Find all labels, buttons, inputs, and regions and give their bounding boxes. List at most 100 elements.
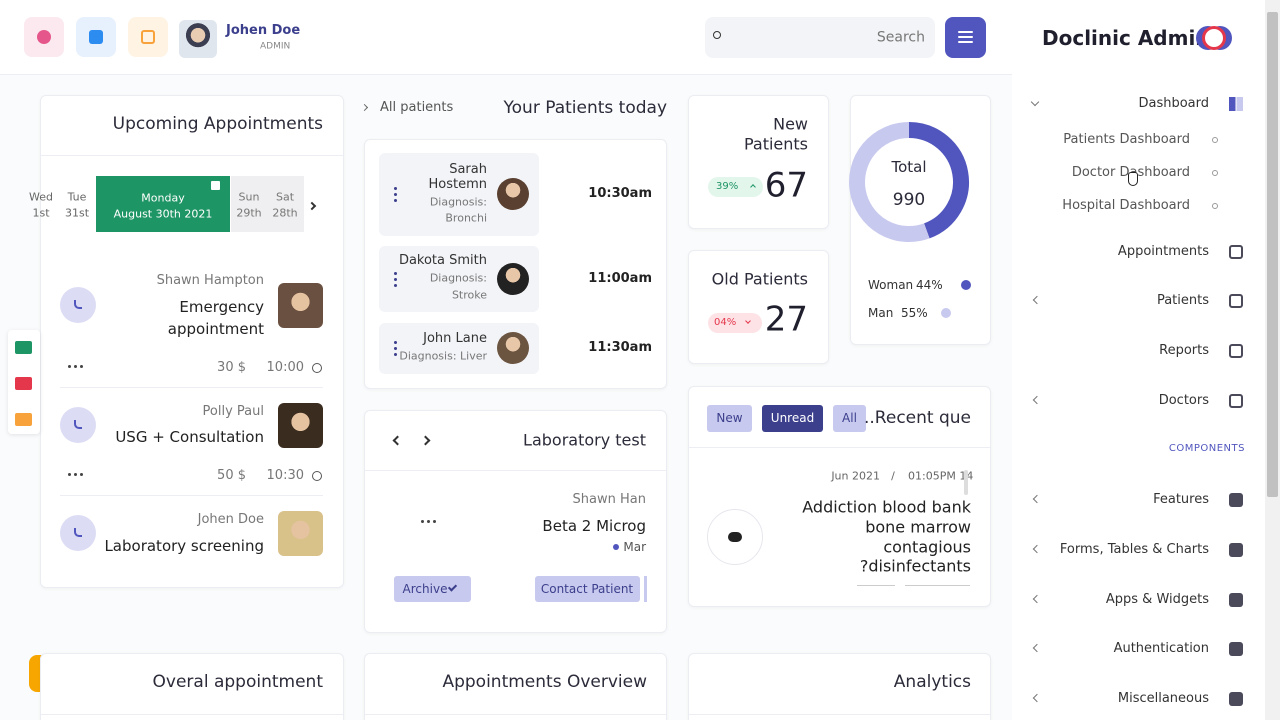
avatar xyxy=(497,263,529,295)
more-dot[interactable] xyxy=(393,192,397,196)
divider xyxy=(41,155,343,156)
tool-icon[interactable] xyxy=(15,413,32,426)
menu-item[interactable]: Reports xyxy=(1159,343,1209,359)
call-button[interactable] xyxy=(60,287,96,323)
search-box[interactable] xyxy=(705,17,935,58)
menu-icon xyxy=(1229,394,1243,408)
tab-label[interactable]: All xyxy=(842,410,857,425)
call-button[interactable] xyxy=(60,515,96,551)
more-dot[interactable] xyxy=(393,352,397,356)
active-date[interactable] xyxy=(96,176,230,232)
stat-title: Old Patients xyxy=(711,269,808,289)
date-day[interactable]: Sat xyxy=(275,190,295,204)
filter-tab[interactable] xyxy=(762,405,823,432)
donut-label: Total xyxy=(891,158,927,176)
submenu-item[interactable]: Patients Dashboard xyxy=(1063,132,1190,148)
more-dot[interactable] xyxy=(79,472,83,476)
submenu-item[interactable]: Hospital Dashboard xyxy=(1062,198,1190,214)
tool-icon[interactable] xyxy=(15,341,32,354)
menu-icon xyxy=(1229,543,1243,557)
button-label[interactable]: Contact Patient xyxy=(540,581,634,596)
appointment-time: 10:30am xyxy=(588,186,652,202)
menu-item[interactable]: Forms, Tables & Charts xyxy=(1059,542,1209,558)
appointment-time: 11:00am xyxy=(588,271,652,287)
diagnosis: Stroke xyxy=(451,288,487,302)
more-dot[interactable] xyxy=(79,364,83,368)
date-day[interactable]: Tue xyxy=(67,190,87,204)
filter-tab[interactable] xyxy=(707,405,752,432)
date-day[interactable]: Wed xyxy=(29,190,53,204)
scrollbar-thumb xyxy=(1267,12,1278,497)
contact-button[interactable] xyxy=(535,576,640,602)
date-number[interactable]: 31st xyxy=(64,206,90,220)
icon xyxy=(958,41,973,43)
search-icon xyxy=(713,31,721,39)
underline xyxy=(905,585,970,586)
appointment-time: 11:30am xyxy=(588,340,652,356)
new-patients-card xyxy=(688,95,829,229)
bottom-card xyxy=(40,653,344,720)
legend-name: Man xyxy=(868,305,894,320)
brand: Doclinic Admin xyxy=(1042,26,1210,50)
menu-item[interactable]: Authentication xyxy=(1113,641,1209,657)
more-dot[interactable] xyxy=(393,198,397,202)
more-dot[interactable] xyxy=(73,472,77,476)
diagnosis: Diagnosis: xyxy=(429,195,487,209)
change-badge xyxy=(708,313,762,333)
more-dot[interactable] xyxy=(393,277,397,281)
date-number[interactable]: 28th xyxy=(272,206,298,220)
bottom-card xyxy=(688,653,991,720)
tab-label[interactable]: New xyxy=(716,410,743,425)
date-number[interactable]: 29th xyxy=(236,206,262,220)
header-icon-button[interactable] xyxy=(76,17,116,57)
menu-item[interactable]: Appointments xyxy=(1117,244,1209,260)
menu-item[interactable]: Apps & Widgets xyxy=(1105,592,1209,608)
legend-value: 44% xyxy=(916,277,943,292)
tab-label[interactable]: Unread xyxy=(770,410,815,425)
card-title: Overal appointment xyxy=(152,671,323,692)
more-dot[interactable] xyxy=(393,271,397,275)
status-dot xyxy=(613,544,619,550)
appointment-type: appointment xyxy=(167,320,264,338)
menu-item[interactable]: Doctors xyxy=(1158,393,1209,409)
user-avatar[interactable] xyxy=(179,20,217,58)
archive-button[interactable] xyxy=(394,576,471,602)
more-dot[interactable] xyxy=(393,186,397,190)
more-dot[interactable] xyxy=(393,283,397,287)
button-label[interactable]: Archive xyxy=(402,581,448,596)
header-icon-button[interactable] xyxy=(128,17,168,57)
more-dot[interactable] xyxy=(393,340,397,344)
question-time: 01:05PM 14 xyxy=(908,469,974,483)
patient-name: Polly Paul xyxy=(202,404,264,420)
menu-item[interactable]: Features xyxy=(1153,492,1209,508)
more-dot[interactable] xyxy=(426,519,430,523)
question-text: ?disinfectants xyxy=(859,556,971,576)
more-dot[interactable] xyxy=(67,472,71,476)
patient-photo xyxy=(278,283,323,328)
date-number[interactable]: 1st xyxy=(32,206,50,220)
separator: / xyxy=(891,469,895,483)
header-icon-button[interactable] xyxy=(24,17,64,57)
more-dot[interactable] xyxy=(393,346,397,350)
more-dot[interactable] xyxy=(420,519,424,523)
menu-item[interactable]: Miscellaneous xyxy=(1117,691,1209,707)
divider xyxy=(60,387,323,388)
more-dot[interactable] xyxy=(73,364,77,368)
divider xyxy=(41,714,343,715)
date-day[interactable]: Sun xyxy=(238,190,260,204)
search-placeholder[interactable]: Search xyxy=(876,29,925,46)
divider xyxy=(689,714,990,715)
filter-tab[interactable] xyxy=(833,405,866,432)
test-name: Beta 2 Microg xyxy=(542,517,646,535)
breadcrumb[interactable]: All patients xyxy=(380,100,454,116)
tool-icon[interactable] xyxy=(15,377,32,390)
icon xyxy=(958,36,973,38)
clock-icon xyxy=(312,363,322,373)
more-dot[interactable] xyxy=(432,519,436,523)
icon xyxy=(89,30,103,44)
menu-item[interactable]: Patients xyxy=(1156,293,1209,309)
call-button[interactable] xyxy=(60,407,96,443)
more-dot[interactable] xyxy=(67,364,71,368)
menu-button[interactable] xyxy=(945,17,986,58)
menu-item[interactable]: Dashboard xyxy=(1138,96,1209,112)
